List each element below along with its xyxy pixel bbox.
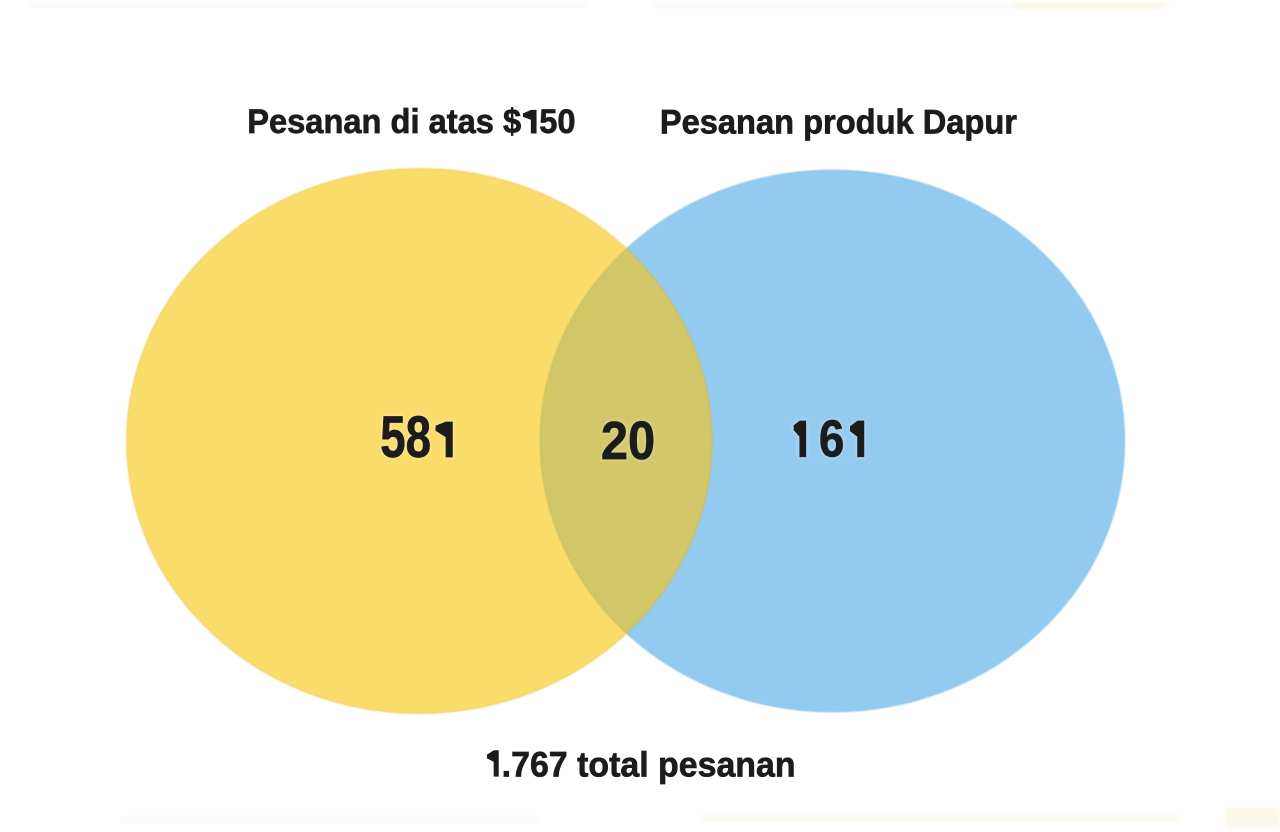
- svg-text:Pesanan produk Dapur: Pesanan produk Dapur: [660, 104, 1017, 142]
- svg-text:20: 20: [601, 410, 655, 471]
- svg-text:6: 6: [819, 411, 844, 468]
- svg-text:Pesanan di atas $150: Pesanan di atas $150: [247, 103, 575, 141]
- svg-text:6: 6: [819, 411, 844, 468]
- svg-text:1.767 total pesanan: 1.767 total pesanan: [483, 746, 796, 785]
- svg-text:58: 58: [380, 406, 431, 470]
- svg-text:58: 58: [380, 406, 431, 470]
- svg-text:20: 20: [601, 410, 655, 471]
